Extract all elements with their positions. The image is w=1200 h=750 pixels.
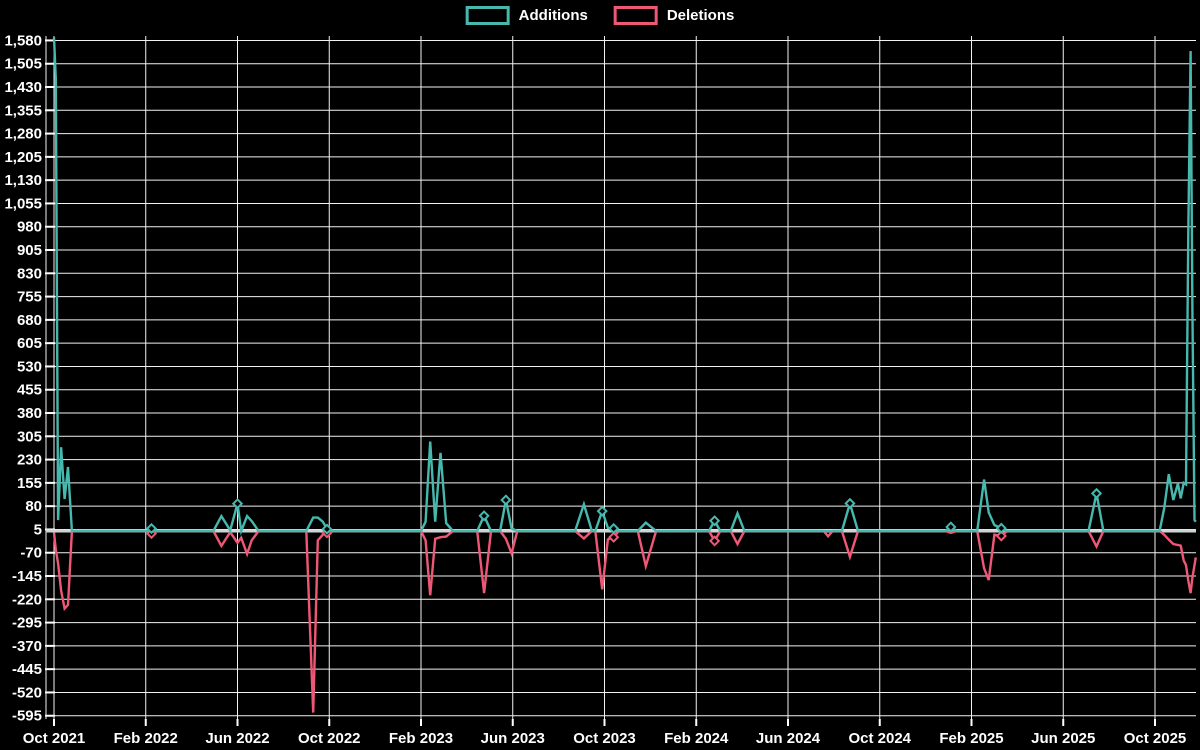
y-tick-label: -295 — [12, 615, 42, 632]
y-tick-label: 1,580 — [4, 32, 42, 49]
additions-marker — [500, 494, 512, 506]
x-tick-label: Oct 2023 — [573, 730, 636, 747]
y-tick-label: -595 — [12, 708, 42, 725]
y-tick-label: 380 — [17, 405, 42, 422]
y-tick-label: -70 — [20, 545, 42, 562]
x-tick-label: Oct 2024 — [848, 730, 911, 747]
y-tick-label: 1,355 — [4, 102, 42, 119]
x-tick-label: Jun 2024 — [756, 730, 821, 747]
y-tick-label: 530 — [17, 358, 42, 375]
additions-marker — [945, 521, 957, 533]
legend: Additions Deletions — [465, 6, 735, 25]
additions-line — [52, 37, 1197, 536]
y-tick-label: 80 — [25, 498, 42, 515]
y-tick-label: 5 — [34, 521, 42, 538]
legend-label-deletions: Deletions — [666, 7, 735, 24]
y-tick-label: 455 — [17, 382, 42, 399]
y-tick-label: 305 — [17, 428, 42, 445]
deletions-swatch — [613, 6, 658, 25]
x-tick-label: Oct 2021 — [23, 730, 86, 747]
x-tick-label: Oct 2022 — [298, 730, 361, 747]
y-tick-label: 1,055 — [4, 195, 42, 212]
y-tick-label: 830 — [17, 265, 42, 282]
additions-marker — [145, 522, 158, 535]
y-tick-label: 605 — [17, 335, 42, 352]
x-tick-label: Jun 2022 — [205, 730, 269, 747]
y-tick-label: 905 — [17, 242, 42, 259]
additions-marker — [321, 523, 333, 535]
additions-marker — [844, 497, 856, 509]
additions-marker — [995, 522, 1007, 534]
x-tick-label: Feb 2024 — [664, 730, 729, 747]
y-tick-label: 1,430 — [4, 79, 42, 96]
deletions-marker — [608, 531, 620, 543]
y-tick-label: 980 — [17, 219, 42, 236]
deletions-marker — [708, 535, 721, 547]
y-tick-label: -145 — [12, 568, 42, 585]
x-tick-label: Jun 2025 — [1031, 730, 1095, 747]
y-tick-label: 1,130 — [4, 172, 42, 189]
x-tick-label: Oct 2025 — [1124, 730, 1187, 747]
additions-marker — [608, 522, 620, 535]
y-tick-label: 155 — [17, 475, 42, 492]
additions-marker — [478, 510, 490, 522]
y-tick-label: 230 — [17, 452, 42, 469]
y-tick-label: -520 — [12, 684, 42, 701]
y-tick-label: -445 — [12, 661, 42, 678]
x-tick-label: Feb 2023 — [389, 730, 453, 747]
additions-marker — [596, 505, 608, 517]
y-tick-label: 1,280 — [4, 126, 42, 143]
y-tick-label: -220 — [12, 591, 42, 608]
y-tick-label: 1,205 — [4, 149, 42, 166]
x-tick-label: Jun 2023 — [481, 730, 545, 747]
legend-item-deletions[interactable]: Deletions — [613, 6, 735, 25]
legend-label-additions: Additions — [518, 7, 588, 24]
deletions-marker — [995, 530, 1007, 542]
additions-marker — [231, 498, 244, 510]
y-tick-label: 680 — [17, 312, 42, 329]
additions-swatch — [465, 6, 510, 25]
y-tick-label: -370 — [12, 638, 42, 655]
y-tick-label: 1,505 — [4, 56, 42, 73]
additions-marker — [708, 515, 721, 527]
additions-marker — [1090, 487, 1103, 500]
x-tick-label: Feb 2022 — [114, 730, 178, 747]
y-tick-label: 755 — [17, 289, 42, 306]
x-tick-label: Feb 2025 — [939, 730, 1003, 747]
legend-item-additions[interactable]: Additions — [465, 6, 588, 25]
deletions-line — [52, 529, 1197, 713]
